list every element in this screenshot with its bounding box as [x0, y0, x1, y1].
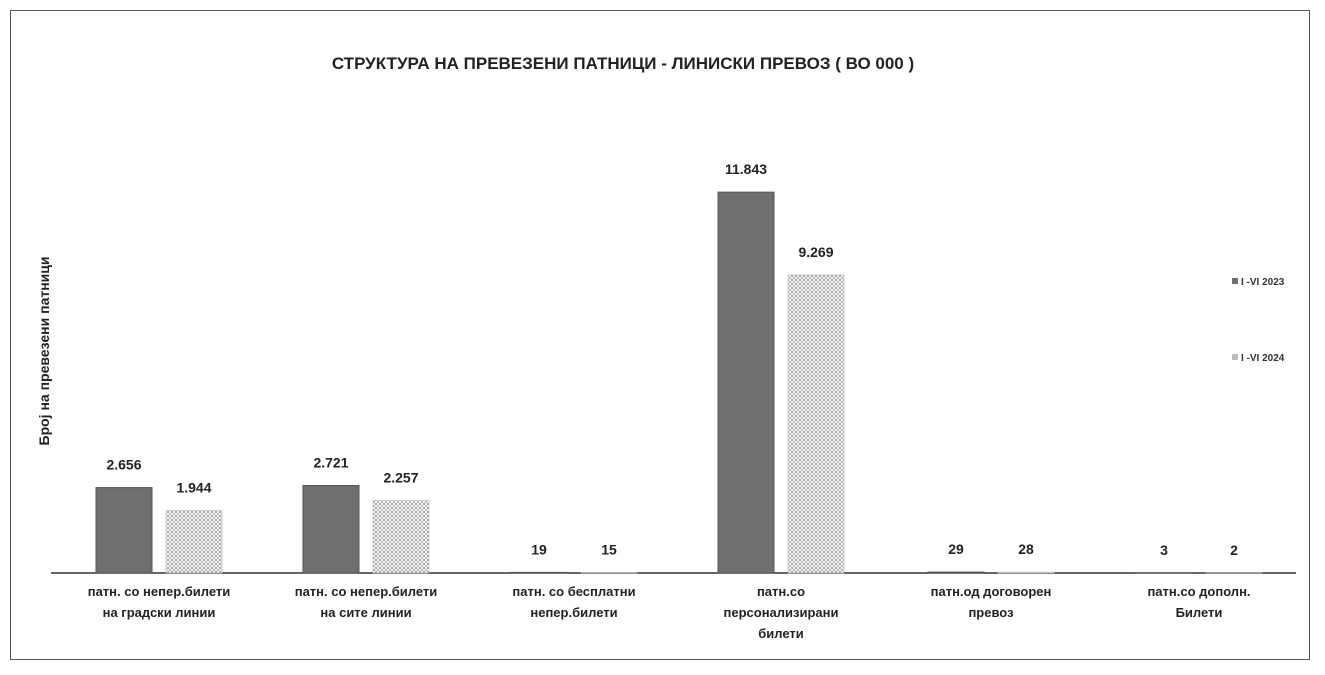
legend: I -VI 2023 I -VI 2024	[1232, 277, 1285, 364]
value-label-2024-cat-5: 2	[1230, 542, 1238, 558]
category-labels-group: патн. со непер.билети на градски линии пат…	[88, 584, 1251, 641]
bar-2023-cat-1	[302, 484, 360, 574]
legend-swatch-2023	[1232, 278, 1238, 284]
category-label-4-line-1: превоз	[968, 605, 1014, 620]
category-label-4-line-0: патн.од договорен	[931, 584, 1052, 599]
legend-label-2023: I -VI 2023	[1241, 277, 1285, 288]
category-label-1-line-0: патн. со непер.билети	[295, 584, 438, 599]
value-labels-group: 2.656 1.944 2.721 2.257 19 15 11.843 9.269 29 28 3…	[106, 161, 1238, 558]
category-label-3-line-2: билети	[758, 626, 804, 641]
chart-title: СТРУКТУРА НА ПРЕВЕЗЕНИ ПАТНИЦИ - ЛИНИСКИ…	[332, 54, 914, 73]
category-label-3-line-1: персонализирани	[724, 605, 839, 620]
value-label-2023-cat-2: 19	[531, 541, 547, 557]
bar-2023-cat-4	[927, 571, 985, 574]
value-label-2023-cat-3: 11.843	[725, 161, 767, 177]
legend-swatch-2024	[1232, 354, 1238, 360]
category-label-3-line-0: патн.со	[757, 584, 805, 599]
bar-chart: СТРУКТУРА НА ПРЕВЕЗЕНИ ПАТНИЦИ - ЛИНИСКИ…	[36, 54, 1296, 641]
bars-group	[95, 191, 1263, 574]
value-label-2024-cat-3: 9.269	[798, 244, 833, 260]
value-label-2023-cat-1: 2.721	[313, 454, 348, 470]
value-label-2024-cat-4: 28	[1018, 541, 1034, 557]
bar-2023-cat-3	[717, 191, 775, 574]
bar-2023-cat-0	[95, 487, 153, 574]
bar-2024-cat-4	[997, 571, 1055, 574]
legend-label-2024: I -VI 2024	[1241, 353, 1285, 364]
value-label-2024-cat-0: 1.944	[176, 479, 211, 495]
bar-2024-cat-0	[165, 510, 223, 574]
bar-2023-cat-2	[510, 571, 568, 574]
value-label-2023-cat-4: 29	[948, 541, 964, 557]
chart-frame: СТРУКТУРА НА ПРЕВЕЗЕНИ ПАТНИЦИ - ЛИНИСКИ…	[10, 10, 1310, 660]
value-label-2023-cat-5: 3	[1160, 542, 1168, 558]
category-label-5-line-1: Билети	[1176, 605, 1223, 620]
bar-2024-cat-1	[372, 500, 430, 574]
value-label-2024-cat-1: 2.257	[383, 469, 418, 485]
category-label-2-line-1: непер.билети	[530, 605, 617, 620]
bar-2024-cat-3	[787, 274, 845, 574]
category-label-0-line-0: патн. со непер.билети	[88, 584, 231, 599]
y-axis-label: Број на превезени патници	[36, 257, 52, 446]
category-label-1-line-1: на сите линии	[320, 605, 411, 620]
category-label-5-line-0: патн.со дополн.	[1147, 584, 1250, 599]
category-label-2-line-0: патн. со бесплатни	[512, 584, 635, 599]
category-label-0-line-1: на градски линии	[103, 605, 216, 620]
value-label-2023-cat-0: 2.656	[106, 457, 141, 473]
value-label-2024-cat-2: 15	[601, 542, 617, 558]
